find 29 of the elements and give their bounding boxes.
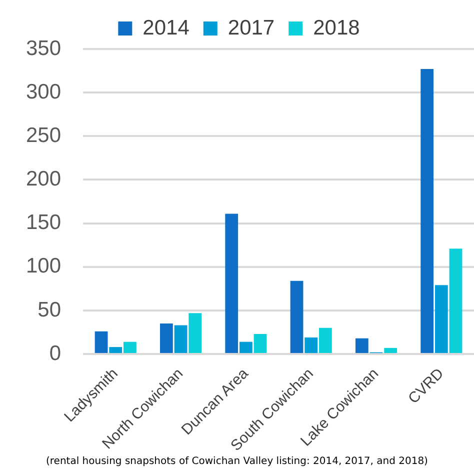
bar [160,324,173,354]
bar [304,337,318,354]
y-tick-label: 350 [26,36,62,60]
bar [174,325,188,354]
y-tick-label: 0 [49,342,62,365]
bar [254,334,267,354]
bar [225,214,238,354]
bar [290,280,304,354]
bar [355,338,368,354]
y-tick-label: 100 [26,254,62,278]
bar [239,342,252,354]
y-tick-label: 150 [26,211,62,234]
legend-label: 2018 [313,16,360,40]
bar [318,328,332,354]
y-tick-label: 50 [38,298,62,322]
bar [434,285,448,354]
bar [420,69,434,354]
y-tick-label: 300 [26,80,62,104]
legend-label: 2017 [228,16,275,40]
bar [449,248,462,354]
bar [109,347,122,354]
y-tick-label: 200 [26,168,62,191]
legend-label: 2014 [142,16,190,40]
bar [384,348,398,354]
bar [124,342,136,354]
bar [188,313,202,354]
bar [94,331,108,354]
y-tick-label: 250 [26,124,62,147]
text: (rental housing snapshots of Cowichan Valley listing: 2014, 2017, and 2018) [45,456,429,467]
